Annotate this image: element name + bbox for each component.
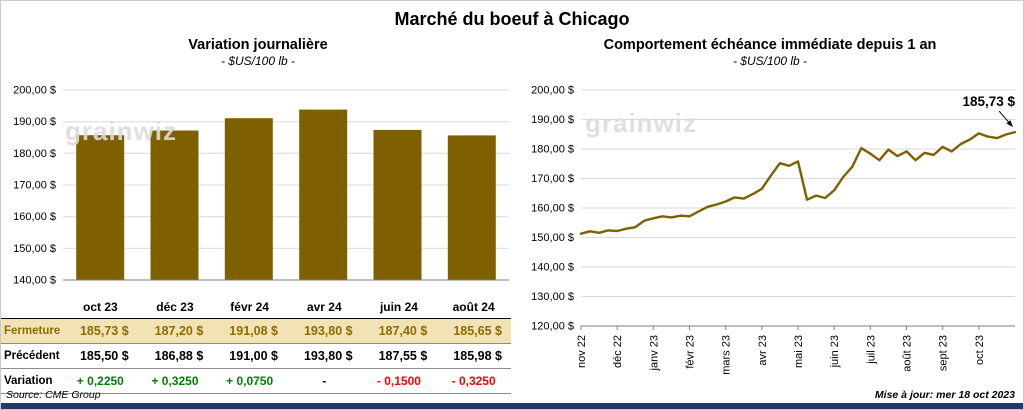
precedent-value: 191,00 $	[212, 343, 287, 369]
svg-text:180,00 $: 180,00 $	[13, 148, 56, 160]
right-chart-title: Comportement échéance immédiate depuis 1…	[603, 37, 937, 53]
bar-chart-svg: 140,00 $ 150,00 $ 160,00 $ 170,00 $ 180,00 $…	[13, 85, 509, 287]
precedent-value: 186,88 $	[137, 343, 213, 369]
annotation-arrowhead	[1006, 120, 1013, 128]
svg-text:oct 23: oct 23	[974, 335, 986, 365]
empty-cell	[1, 297, 63, 319]
svg-text:130,00 $: 130,00 $	[531, 291, 574, 303]
svg-text:140,00 $: 140,00 $	[13, 275, 56, 287]
svg-text:août 23: août 23	[902, 335, 914, 372]
svg-text:150,00 $: 150,00 $	[531, 232, 574, 244]
line-chart-canvas: 120,00 $ 130,00 $ 140,00 $ 150,00 $ 160,00 $…	[515, 74, 1024, 387]
variation-value: + 0,3250	[137, 368, 213, 394]
variation-value: - 0,3250	[436, 368, 511, 394]
svg-text:juin 23: juin 23	[829, 335, 841, 368]
price-line	[579, 130, 1017, 235]
svg-text:120,00 $: 120,00 $	[531, 321, 574, 333]
fermeture-row: Fermeture 185,73 $187,20 $191,08 $193,80 …	[1, 318, 511, 344]
variation-value: - 0,1500	[361, 368, 437, 394]
svg-text:170,00 $: 170,00 $	[531, 173, 574, 185]
svg-text:avr 23: avr 23	[757, 335, 769, 366]
footer-bar	[1, 403, 1023, 409]
svg-text:150,00 $: 150,00 $	[13, 243, 56, 255]
svg-text:160,00 $: 160,00 $	[13, 211, 56, 223]
svg-text:140,00 $: 140,00 $	[531, 262, 574, 274]
precedent-value: 193,80 $	[286, 343, 362, 369]
one-year-panel: Comportement échéance immédiate depuis 1…	[515, 35, 1024, 387]
precedent-row: Précédent 185,50 $186,88 $191,00 $193,80 …	[1, 343, 511, 369]
variation-label: Variation	[1, 368, 63, 394]
fermeture-value: 191,08 $	[212, 318, 287, 344]
bar	[373, 129, 422, 280]
precedent-label: Précédent	[1, 343, 63, 369]
fermeture-value: 193,80 $	[286, 318, 362, 344]
variation-row: Variation + 0,2250 + 0,3250 + 0,0750- - 0,15…	[1, 368, 511, 394]
month-header-row: oct 23 déc 23 févr 24 avr 24 juin 24 août 24	[1, 297, 511, 319]
update-note: Mise à jour: mer 18 oct 2023	[874, 389, 1015, 401]
bar	[299, 109, 348, 280]
svg-text:170,00 $: 170,00 $	[13, 180, 56, 192]
svg-text:mars 23: mars 23	[721, 335, 733, 375]
svg-text:déc 22: déc 22	[612, 335, 624, 368]
bar-chart-canvas: 140,00 $ 150,00 $ 160,00 $ 170,00 $ 180,00 $…	[1, 82, 515, 297]
precedent-value: 187,55 $	[361, 343, 437, 369]
month-label: févr 24	[212, 297, 287, 319]
bar	[76, 135, 125, 280]
precedent-value: 185,98 $	[436, 343, 511, 369]
left-chart-title: Variation journalière	[188, 37, 328, 53]
fermeture-value: 185,65 $	[436, 318, 511, 344]
bar	[224, 118, 273, 280]
svg-text:mai 23: mai 23	[793, 335, 805, 368]
svg-text:200,00 $: 200,00 $	[13, 85, 56, 97]
month-label: oct 23	[63, 297, 138, 319]
svg-text:nov 22: nov 22	[576, 335, 588, 368]
precedent-value: 185,50 $	[63, 343, 138, 369]
fermeture-value: 187,20 $	[137, 318, 213, 344]
svg-text:200,00 $: 200,00 $	[531, 85, 574, 97]
month-label: avr 24	[286, 297, 362, 319]
fermeture-label: Fermeture	[1, 318, 63, 344]
variation-value: + 0,2250	[63, 368, 138, 394]
svg-text:janv 23: janv 23	[648, 335, 660, 371]
grainwiz-watermark: grainwiz	[585, 108, 698, 138]
line-chart-area: grainwiz 120,00 $ 130,00 $ 140,00 $ 150,00 …	[515, 74, 1024, 387]
svg-text:180,00 $: 180,00 $	[531, 144, 574, 156]
svg-text:190,00 $: 190,00 $	[531, 114, 574, 126]
fermeture-value: 185,73 $	[63, 318, 138, 344]
daily-variation-panel: Variation journalière - $US/100 lb - gra…	[1, 35, 515, 394]
bar-chart-area: grainwiz 140,00 $ 150,00 $ 160,00 $ 170,00 …	[1, 82, 515, 297]
variation-value: + 0,0750	[212, 368, 287, 394]
fermeture-value: 187,40 $	[361, 318, 437, 344]
svg-text:févr 23: févr 23	[685, 335, 697, 369]
page-title: Marché du boeuf à Chicago	[394, 9, 630, 29]
line-chart-svg: 120,00 $ 130,00 $ 140,00 $ 150,00 $ 160,00 $…	[531, 85, 1017, 375]
svg-text:juil 23: juil 23	[865, 335, 877, 365]
svg-text:sept 23: sept 23	[938, 335, 950, 371]
variation-value: -	[286, 368, 362, 394]
source-note: Source: CME Group	[6, 389, 101, 401]
svg-text:160,00 $: 160,00 $	[531, 203, 574, 215]
month-label: juin 24	[361, 297, 437, 319]
month-label: déc 23	[137, 297, 213, 319]
grainwiz-watermark: grainwiz	[65, 116, 178, 146]
svg-text:190,00 $: 190,00 $	[13, 116, 56, 128]
left-chart-subtitle: - $US/100 lb -	[220, 54, 296, 68]
right-chart-subtitle: - $US/100 lb -	[732, 54, 808, 68]
bar	[447, 135, 496, 280]
bar	[150, 130, 199, 280]
month-label: août 24	[436, 297, 511, 319]
last-price-label: 185,73 $	[962, 94, 1015, 109]
price-table: oct 23 déc 23 févr 24 avr 24 juin 24 août 24 F…	[1, 297, 511, 394]
